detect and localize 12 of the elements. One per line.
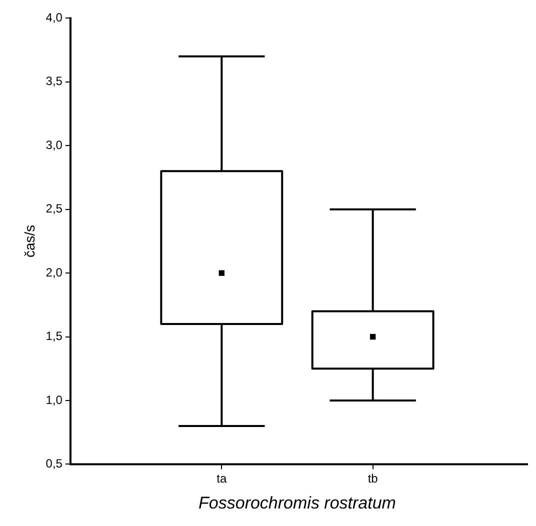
y-tick-label: 3,5	[46, 74, 63, 88]
x-tick-label: tb	[368, 472, 378, 486]
y-tick-label: 1,0	[46, 392, 63, 407]
y-tick-label: 1,5	[46, 329, 63, 344]
y-tick-label: 0,5	[46, 456, 63, 471]
y-tick-label: 2,0	[46, 265, 63, 280]
x-axis-title: Fossorochromis rostratum	[198, 494, 396, 513]
y-tick-label: 3,0	[46, 138, 63, 152]
y-tick-label: 2,5	[46, 202, 63, 216]
x-tick-label: ta	[216, 472, 227, 486]
y-axis-title: čas/s	[21, 224, 38, 258]
y-tick-label: 4,0	[46, 10, 63, 25]
